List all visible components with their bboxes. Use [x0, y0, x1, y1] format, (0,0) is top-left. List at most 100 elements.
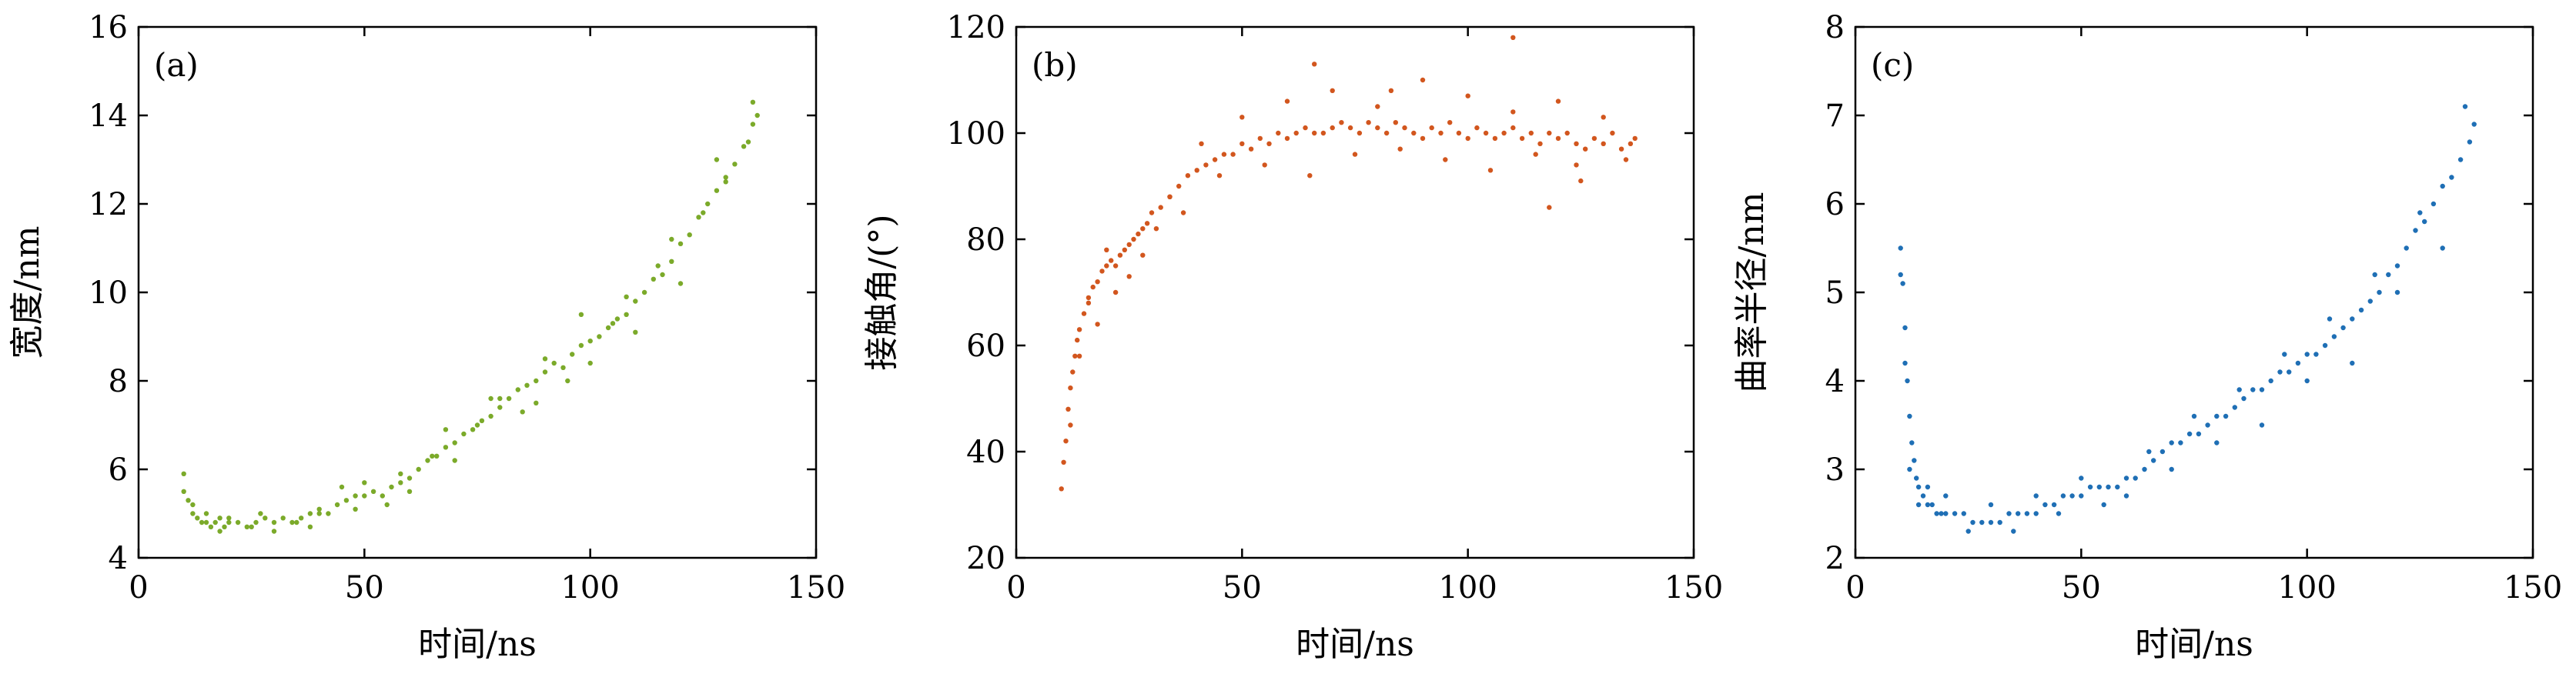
data-point-a	[249, 524, 254, 529]
data-point-c	[1914, 475, 1919, 481]
data-point-a	[754, 112, 760, 118]
data-point-a	[343, 498, 350, 503]
data-point-c	[2191, 413, 2197, 419]
data-point-a	[203, 519, 209, 526]
data-point-b	[1601, 141, 1606, 146]
data-point-b	[1081, 311, 1087, 316]
data-point-c	[1905, 378, 1910, 384]
data-point-c	[1965, 529, 1971, 534]
data-point-b	[1126, 274, 1132, 279]
data-point-a	[551, 360, 557, 366]
data-point-c	[1929, 502, 1935, 508]
data-point-c	[2042, 502, 2048, 508]
data-point-c	[2471, 122, 2477, 127]
data-point-a	[587, 339, 593, 344]
data-point-a	[669, 259, 674, 264]
data-point-b	[1411, 130, 1417, 136]
data-point-b	[1068, 385, 1073, 391]
data-point-b	[1284, 135, 1290, 142]
x-tick-label-a: 150	[787, 570, 845, 606]
data-point-a	[488, 395, 493, 402]
data-point-a	[307, 511, 313, 516]
data-point-c	[1997, 519, 2002, 526]
data-point-c	[1902, 325, 1908, 331]
y-tick-label-b: 20	[966, 541, 1005, 576]
data-point-a	[199, 519, 205, 526]
data-point-a	[362, 480, 367, 485]
data-point-c	[1925, 502, 1931, 508]
data-point-a	[190, 502, 196, 508]
data-point-b	[1474, 125, 1480, 131]
data-point-c	[2060, 493, 2066, 499]
data-point-b	[1510, 109, 1516, 115]
data-point-a	[443, 427, 449, 432]
data-point-b	[1061, 459, 1066, 465]
data-point-b	[1578, 178, 1584, 184]
data-point-c	[2449, 175, 2454, 180]
data-point-a	[565, 378, 570, 384]
data-point-a	[534, 378, 539, 384]
data-point-a	[578, 342, 584, 349]
y-tick-label-c: 3	[1825, 452, 1845, 488]
data-point-c	[2011, 529, 2016, 534]
data-point-c	[2079, 475, 2084, 481]
data-point-c	[2024, 511, 2030, 516]
data-point-c	[2367, 299, 2373, 304]
data-point-a	[353, 506, 358, 512]
data-point-a	[641, 289, 647, 295]
data-point-c	[1934, 511, 1939, 516]
data-point-c	[2241, 395, 2246, 402]
data-point-b	[1257, 135, 1263, 142]
data-point-c	[1920, 493, 1926, 499]
y-tick-label-a: 16	[89, 10, 128, 45]
data-point-b	[1555, 98, 1561, 104]
data-point-b	[1438, 130, 1444, 136]
x-tick-label-b: 150	[1664, 570, 1723, 606]
data-point-c	[1907, 466, 1912, 472]
data-point-c	[2259, 387, 2265, 392]
data-point-b	[1483, 130, 1489, 136]
data-point-b	[1429, 125, 1434, 131]
data-point-b	[1447, 120, 1453, 125]
data-point-b	[1076, 327, 1082, 332]
ticks-a: 0 50 100 150 4 6 8 10 12 14 16	[89, 10, 845, 606]
data-point-a	[723, 179, 728, 185]
data-point-a	[587, 360, 593, 366]
data-point-b	[1303, 125, 1308, 131]
data-point-a	[497, 395, 503, 402]
data-point-b	[1167, 194, 1173, 199]
x-axis-title-b: 时间/ns	[1296, 625, 1414, 664]
data-point-c	[1979, 519, 1985, 526]
y-tick-label-c: 8	[1825, 10, 1845, 45]
data-point-c	[2277, 369, 2283, 375]
panel-b: (b) 0 50 100 150 20 40 60 80 100 120 时间/ns 接触角/(°…	[862, 10, 1723, 664]
points-c	[1898, 104, 2477, 534]
data-point-a	[497, 405, 503, 410]
x-tick-label-c: 150	[2504, 570, 2562, 606]
data-point-c	[2214, 440, 2220, 445]
data-point-a	[534, 400, 539, 405]
y-tick-label-c: 6	[1825, 187, 1845, 222]
data-point-c	[2250, 387, 2256, 392]
data-point-a	[677, 241, 684, 246]
data-point-a	[316, 511, 322, 516]
data-point-b	[1533, 152, 1538, 157]
data-point-a	[203, 511, 209, 516]
data-point-b	[1176, 183, 1182, 189]
data-point-c	[1943, 493, 1949, 499]
data-point-a	[570, 352, 575, 357]
data-point-a	[655, 263, 661, 269]
data-point-a	[398, 471, 403, 476]
data-point-b	[1199, 141, 1204, 146]
data-point-a	[479, 418, 485, 423]
data-point-c	[1925, 484, 1931, 490]
ticks-b: 0 50 100 150 20 40 60 80 100 120	[947, 10, 1724, 606]
data-point-b	[1221, 152, 1227, 157]
data-point-a	[326, 511, 331, 516]
data-point-a	[597, 334, 602, 339]
data-point-b	[1090, 284, 1096, 290]
data-point-b	[1095, 279, 1100, 285]
data-point-a	[430, 453, 435, 459]
data-point-c	[1988, 502, 1994, 508]
x-tick-label-a: 50	[345, 570, 384, 606]
